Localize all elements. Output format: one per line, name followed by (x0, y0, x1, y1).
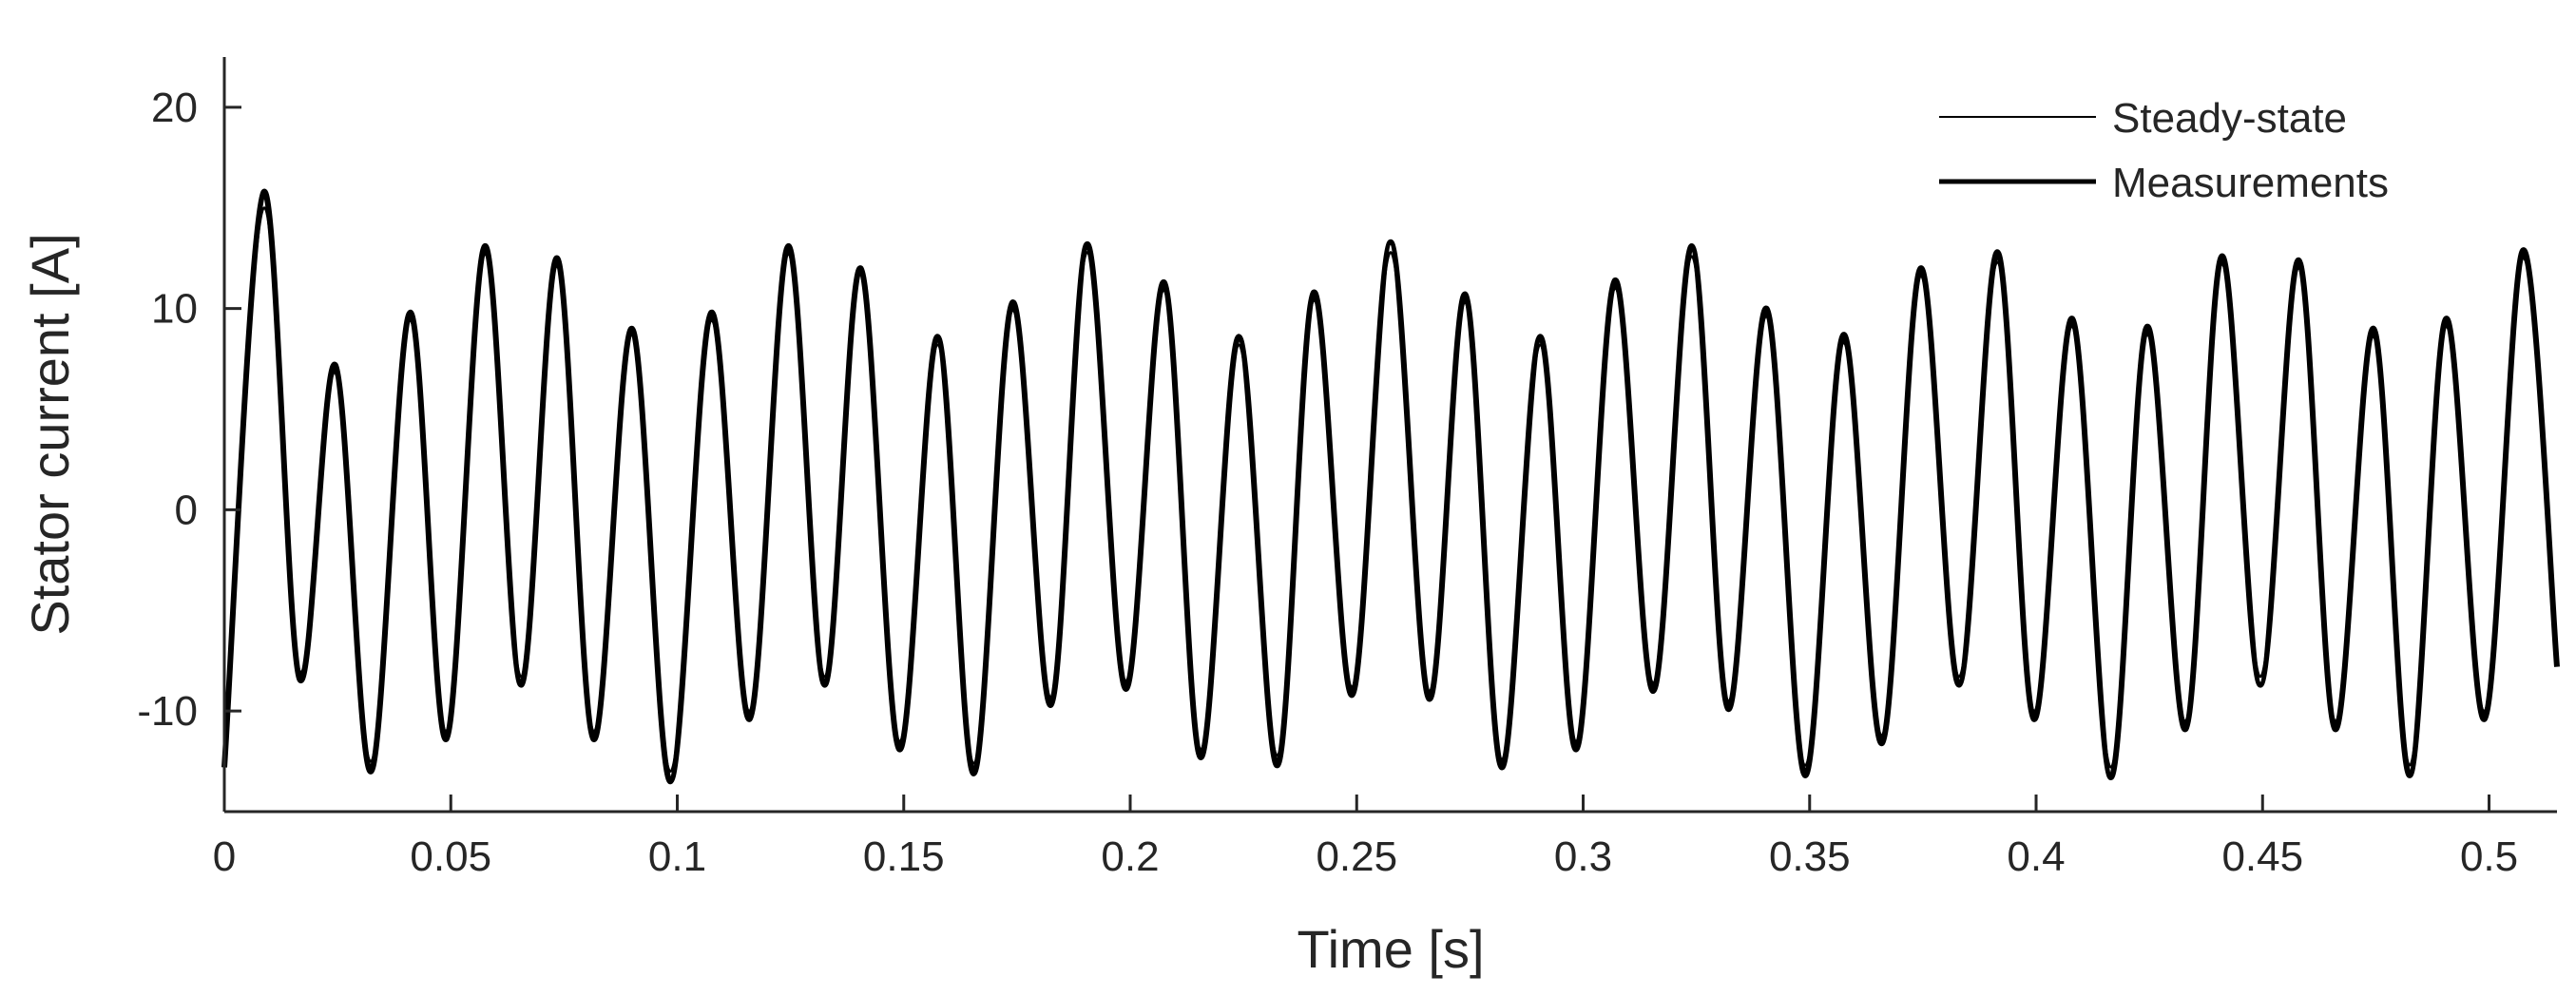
y-axis-label: Stator current [A] (20, 233, 80, 635)
x-tick-label: 0.3 (1554, 833, 1612, 880)
y-ticks: -10 0 10 20 (137, 85, 241, 735)
x-tick-label: 0.4 (2007, 833, 2065, 880)
y-tick-label: 0 (175, 487, 198, 533)
x-tick-label: 0.1 (648, 833, 706, 880)
x-axis-label: Time [s] (1297, 919, 1484, 979)
y-tick-label: -10 (137, 688, 198, 735)
x-tick-label: 0.35 (1769, 833, 1851, 880)
series-line-steady-state (222, 206, 2559, 773)
series-layer (221, 188, 2560, 785)
x-tick-label: 0.5 (2460, 833, 2518, 880)
x-tick-label: 0.15 (863, 833, 945, 880)
x-tick-label: 0.45 (2221, 833, 2303, 880)
legend-label-steady-state: Steady-state (2112, 95, 2347, 142)
x-tick-label: 0.2 (1101, 833, 1159, 880)
y-tick-label: 20 (151, 85, 198, 131)
x-tick-label: 0.05 (410, 833, 491, 880)
legend-label-measurements: Measurements (2112, 160, 2389, 206)
x-ticks: 0 0.05 0.1 0.15 0.2 0.25 0.3 0.35 0.4 0.45 0.5 (213, 795, 2518, 880)
x-tick-label: 0 (213, 833, 236, 880)
x-tick-label: 0.25 (1316, 833, 1397, 880)
axes-layer (222, 57, 2557, 814)
legend: Steady-state Measurements (1939, 95, 2389, 206)
y-tick-label: 10 (151, 286, 198, 333)
